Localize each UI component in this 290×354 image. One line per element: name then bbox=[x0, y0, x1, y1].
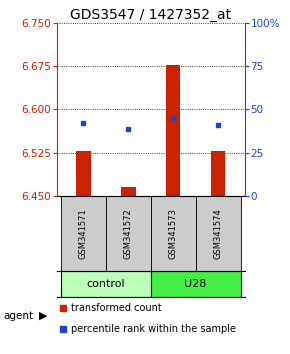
Text: control: control bbox=[87, 279, 125, 289]
Text: GSM341573: GSM341573 bbox=[169, 208, 178, 259]
Text: percentile rank within the sample: percentile rank within the sample bbox=[71, 324, 236, 334]
Bar bbox=[196, 196, 241, 272]
Text: transformed count: transformed count bbox=[71, 303, 162, 313]
Bar bbox=[61, 272, 151, 297]
Text: agent: agent bbox=[3, 311, 33, 321]
Text: GSM341572: GSM341572 bbox=[124, 209, 133, 259]
Bar bbox=[121, 187, 135, 196]
Bar bbox=[151, 196, 196, 272]
Text: GSM341571: GSM341571 bbox=[79, 209, 88, 259]
Bar bbox=[76, 151, 91, 196]
Bar bbox=[211, 151, 225, 196]
Text: ▶: ▶ bbox=[39, 311, 48, 321]
Bar bbox=[166, 64, 180, 196]
Text: U28: U28 bbox=[184, 279, 207, 289]
Bar bbox=[61, 196, 106, 272]
Title: GDS3547 / 1427352_at: GDS3547 / 1427352_at bbox=[70, 8, 231, 22]
Bar bbox=[106, 196, 151, 272]
Text: GSM341574: GSM341574 bbox=[214, 209, 223, 259]
Bar bbox=[151, 272, 241, 297]
